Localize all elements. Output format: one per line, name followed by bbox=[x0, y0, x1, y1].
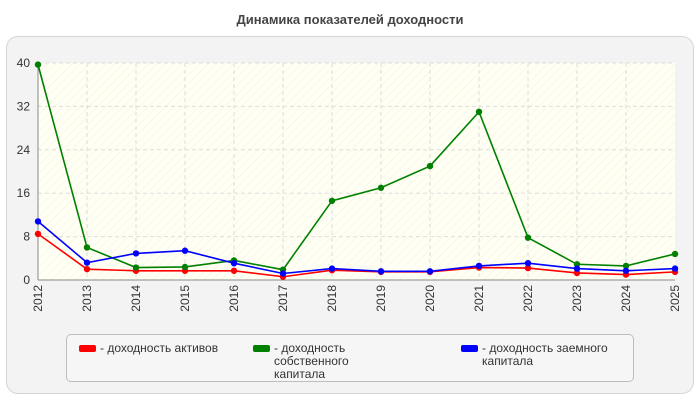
axes bbox=[37, 63, 675, 281]
grid-lines bbox=[38, 62, 675, 280]
y-tick-label: 24 bbox=[17, 143, 31, 157]
x-tick-label: 2024 bbox=[619, 285, 633, 312]
series-line bbox=[37, 64, 676, 271]
data-point bbox=[34, 218, 42, 225]
y-tick-label: 8 bbox=[23, 230, 30, 244]
data-point bbox=[524, 264, 532, 272]
legend-item-assets: - доходность активов bbox=[79, 342, 229, 355]
data-point bbox=[132, 264, 140, 271]
legend-label-equity: - доходность собственного капитала bbox=[274, 341, 349, 381]
series-2 bbox=[34, 218, 679, 277]
x-axis-ticks: 2012 2013 2014 2015 2016 2017 2018 2019 2020 2021… bbox=[31, 285, 682, 312]
legend-swatch-debt bbox=[461, 345, 478, 352]
data-point bbox=[671, 250, 679, 258]
x-tick-label: 2016 bbox=[227, 285, 241, 312]
y-tick-label: 32 bbox=[17, 99, 31, 113]
data-point bbox=[230, 259, 238, 267]
y-axis-ticks: 0 8 16 24 32 40 bbox=[17, 56, 31, 287]
series-1 bbox=[34, 61, 679, 273]
data-point bbox=[671, 265, 679, 272]
data-point bbox=[279, 270, 287, 277]
x-tick-label: 2019 bbox=[374, 285, 388, 312]
data-point bbox=[181, 247, 189, 254]
legend: - доходность активов - доходность собств… bbox=[66, 334, 634, 382]
x-tick-label: 2013 bbox=[80, 285, 94, 312]
data-point bbox=[573, 265, 581, 272]
data-point bbox=[83, 244, 91, 251]
y-tick-label: 0 bbox=[23, 273, 30, 287]
data-point bbox=[426, 162, 434, 170]
y-tick-label: 40 bbox=[17, 56, 31, 70]
x-tick-label: 2015 bbox=[178, 285, 192, 312]
x-tick-label: 2021 bbox=[472, 285, 486, 312]
data-point bbox=[83, 265, 91, 273]
data-point bbox=[377, 268, 385, 275]
x-tick-label: 2017 bbox=[276, 285, 290, 312]
x-tick-label: 2020 bbox=[423, 285, 437, 312]
plot-area bbox=[38, 63, 675, 280]
data-point bbox=[34, 230, 42, 238]
data-point bbox=[622, 262, 630, 270]
x-tick-label: 2012 bbox=[31, 285, 45, 312]
series-lines bbox=[34, 61, 679, 280]
series-line bbox=[37, 220, 676, 275]
data-point bbox=[181, 263, 189, 271]
x-tick-label: 2023 bbox=[570, 285, 584, 312]
y-tick-label: 16 bbox=[17, 186, 31, 200]
x-tick-label: 2022 bbox=[521, 285, 535, 312]
data-point bbox=[475, 108, 483, 116]
legend-swatch-assets bbox=[79, 345, 96, 352]
legend-label-debt: - доходность заемного капитала bbox=[482, 341, 608, 368]
data-point bbox=[328, 197, 336, 204]
data-point bbox=[328, 265, 336, 272]
data-point bbox=[83, 259, 91, 266]
legend-label-assets: - доходность активов bbox=[100, 341, 219, 355]
data-point bbox=[132, 250, 140, 257]
data-point bbox=[524, 234, 532, 241]
data-point bbox=[524, 259, 532, 267]
x-tick-label: 2018 bbox=[325, 285, 339, 312]
x-tick-label: 2025 bbox=[668, 285, 682, 312]
data-point bbox=[377, 184, 385, 191]
data-point bbox=[34, 61, 42, 68]
legend-swatch-equity bbox=[253, 345, 270, 352]
data-point bbox=[426, 268, 434, 275]
data-point bbox=[622, 267, 630, 274]
legend-item-debt: - доходность заемного капитала bbox=[461, 342, 611, 368]
series-line bbox=[37, 233, 676, 278]
chart-title: Динамика показателей доходности bbox=[236, 12, 464, 27]
data-point bbox=[230, 267, 238, 274]
legend-item-equity: - доходность собственного капитала bbox=[253, 342, 403, 381]
x-tick-label: 2014 bbox=[129, 285, 143, 312]
data-point bbox=[475, 262, 483, 270]
